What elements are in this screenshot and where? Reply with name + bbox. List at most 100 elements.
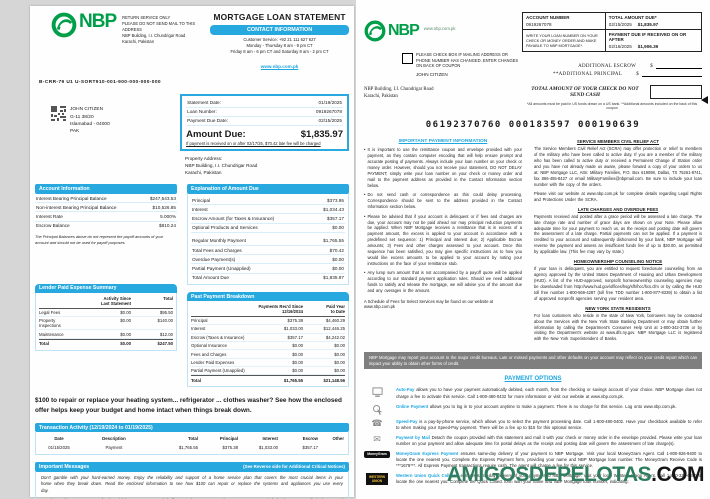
- column-header: Escrow: [302, 436, 318, 442]
- check-amount-input[interactable]: [650, 85, 702, 100]
- statement-page-1: NBP RETURN SERVICE ONLY PLEASE DO NOT SE…: [30, 6, 354, 499]
- table-total-row: Total $0.00 $247.50: [39, 338, 173, 348]
- value: $357.17: [327, 216, 344, 222]
- value: $373.95: [327, 197, 344, 203]
- contact-line: Friday 8 am - 6 pm CT and Saturday 8 am …: [230, 49, 329, 55]
- value: $0.00: [120, 309, 131, 315]
- column-header: Date: [54, 436, 64, 442]
- total-check-label: TOTAL AMOUNT OF YOUR CHECK DO NOT SEND C…: [531, 86, 639, 99]
- label: TOTAL AMOUNT DUE*: [608, 15, 657, 20]
- account-amount-table: ACCOUNT NUMBER 0919267078 TOTAL AMOUNT D…: [522, 12, 702, 53]
- cell-other: [318, 445, 344, 450]
- value: $1,765.55: [323, 238, 344, 244]
- table-row: Optional Products and Services $0.00: [191, 224, 345, 233]
- total-amount-due-cell: TOTAL AMOUNT DUE* 02/15/2025 $1,835.97: [605, 13, 701, 30]
- due-date: 02/15/2025: [608, 22, 632, 27]
- label: Optional Products and Services: [192, 225, 258, 231]
- table-row: Fees and Charges $0.00 $0.00: [191, 350, 345, 359]
- label: PAYMENT DUE IF RECEIVED ON OR AFTER: [608, 32, 687, 42]
- label: Loan Number:: [187, 109, 217, 115]
- table-row: Principal $375.38 $4,460.29: [191, 317, 345, 326]
- important-messages-title: Important Messages: [39, 464, 90, 471]
- column-header: Description: [102, 436, 126, 442]
- column-header: Other: [332, 436, 344, 442]
- brand-wordmark: NBP: [388, 22, 420, 39]
- label: Payment Due Date:: [187, 118, 228, 124]
- label: Total Fees and Charges: [192, 247, 242, 253]
- payment-options-header: PAYMENT OPTIONS: [504, 376, 562, 383]
- label: Interest Bearing Principal Balance: [36, 195, 107, 201]
- label: Total: [191, 377, 201, 383]
- address-change-note: PLEASE CHECK BOX IF MAILING ADDRESS OR P…: [416, 52, 519, 69]
- lender-paid-header: Lender Paid Expense Summary: [35, 283, 177, 294]
- value: $0.00: [292, 351, 303, 357]
- label: Interest: [191, 326, 206, 332]
- label: Interest: [192, 206, 208, 212]
- label: Principal: [192, 197, 210, 203]
- column-header: Total: [163, 296, 173, 302]
- label: Legal Fees: [39, 309, 61, 315]
- payment-option-moneygram: MoneyGram MoneyGram Express Payment ensu…: [364, 451, 702, 469]
- page2-columns: IMPORTANT PAYMENT INFORMATION • It is imp…: [364, 139, 702, 345]
- recipient-line: G-11 38/20: [70, 114, 94, 120]
- value: $0.00: [332, 265, 344, 271]
- label: Non-interest Bearing Principal Balance: [36, 204, 117, 210]
- principal-balance-note: The Principal Balances above do not repr…: [35, 233, 164, 245]
- return-service-line: Karachi, Pakistan: [122, 38, 154, 44]
- contact-line: Monday - Thursday 8 am - 9 pm CT: [246, 42, 313, 48]
- label: Lender Paid Expenses: [191, 359, 235, 365]
- late-date: 02/16/2025: [608, 44, 632, 49]
- phone-icon: ☎: [371, 417, 383, 428]
- table-header: Payments Rec'd Since 12/19/2024 Paid Yea…: [191, 303, 345, 317]
- payment-option-autopay: Auto-Pay allows you to have your payment…: [364, 387, 702, 399]
- property-address-block: Property Address: NBP Building, I.I. Chu…: [185, 156, 349, 176]
- label: ACCOUNT NUMBER: [526, 15, 570, 20]
- offer-message: $100 to repair or replace your heating s…: [35, 397, 342, 415]
- value: $0.00: [332, 225, 344, 231]
- value: $4,242.02: [325, 334, 345, 340]
- important-messages-body: Don't gamble with your hard-earned money…: [35, 471, 349, 499]
- ny-residents-header: NEW YORK STATE RESIDENTS: [585, 305, 651, 311]
- recipient-lines: JOHN CITIZEN G-11 38/20 Islamabad - 0400…: [70, 106, 110, 151]
- value: $21,148.56: [323, 377, 345, 383]
- address-statement-row: JOHN CITIZEN G-11 38/20 Islamabad - 0400…: [35, 94, 349, 152]
- account-number-value: 0919267078: [526, 22, 552, 27]
- payment-option-western-union: WESTERN UNION Western Union Quick Collec…: [364, 473, 702, 486]
- amount-due-row: Amount Due: $1,835.97: [186, 129, 343, 140]
- value: $95.50: [159, 309, 173, 315]
- past-payment-header: Past Payment Breakdown: [187, 291, 349, 302]
- value: $0.00: [292, 343, 303, 349]
- value: $1,034.43: [323, 206, 344, 212]
- account-information-header: Account Information: [35, 184, 177, 195]
- table-row: Lender Paid Expenses $0.00 $0.00: [191, 359, 345, 368]
- recipient-line: Islamabad - 04000: [70, 121, 110, 127]
- brand-wordmark: NBP: [79, 11, 117, 32]
- website-link[interactable]: www.nbp.com.pk: [260, 64, 299, 70]
- late-charges-paragraph: Payments received and posted after a gra…: [534, 213, 702, 255]
- additional-escrow-input[interactable]: [656, 64, 702, 70]
- table-row: Partial Payment (Unapplied) $0.00: [191, 264, 345, 274]
- scra-paragraph: Please visit our website at www.nbp.com.…: [534, 190, 702, 202]
- late-payment-cell: PAYMENT DUE IF RECEIVED ON OR AFTER 02/1…: [606, 30, 701, 51]
- payment-info-bullet: • Any lump sum amount that is not accompa…: [364, 270, 522, 294]
- website-text: www.nbp.com.pk: [423, 25, 456, 31]
- label: Total Amount Due: [192, 275, 230, 281]
- option-text: ensures same-day delivery of your paymen…: [396, 451, 703, 469]
- page1-header: NBP RETURN SERVICE ONLY PLEASE DO NOT SE…: [35, 12, 349, 73]
- computer-icon: [371, 387, 383, 398]
- property-address-line: Karachi, Pakistan: [185, 169, 222, 175]
- additional-escrow-row: ADDITIONAL ESCROW $: [522, 64, 702, 70]
- label: Maintenance: [39, 331, 64, 337]
- table-row: Non-interest Bearing Principal Balance $1…: [35, 203, 177, 213]
- value: 01/19/2025: [318, 100, 342, 106]
- explanation-header: Explanation of Amount Due: [187, 184, 349, 195]
- value: $0.00: [292, 368, 303, 374]
- contact-lines: Customer Service: +92 21 111 627 627 Mon…: [210, 37, 349, 56]
- address-change-row: PLEASE CHECK BOX IF MAILING ADDRESS OR P…: [402, 52, 520, 69]
- western-union-logo-icon: WESTERN UNION: [366, 473, 388, 486]
- address-change-checkbox[interactable]: [402, 53, 413, 64]
- label: Escrow (Taxes & Insurance): [191, 334, 245, 340]
- additional-principal-input[interactable]: [642, 72, 702, 78]
- return-service-line: NBP Building, I.I. Chundrigar Road: [122, 32, 186, 38]
- label: Property Inspections: [39, 318, 61, 329]
